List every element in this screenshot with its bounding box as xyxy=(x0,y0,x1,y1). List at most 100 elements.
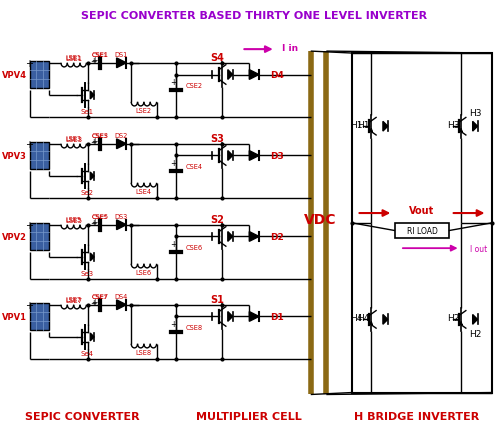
Text: +: + xyxy=(90,298,96,307)
Text: Se1: Se1 xyxy=(81,108,94,114)
Text: H1: H1 xyxy=(358,120,370,129)
Text: LSE4: LSE4 xyxy=(136,188,152,194)
Polygon shape xyxy=(90,253,94,261)
Text: VPV1: VPV1 xyxy=(2,312,27,321)
Polygon shape xyxy=(250,71,259,80)
Polygon shape xyxy=(116,220,126,230)
Text: +: + xyxy=(90,219,96,228)
Text: DS1: DS1 xyxy=(115,52,128,58)
Text: VPV4: VPV4 xyxy=(2,71,27,80)
Text: S1: S1 xyxy=(210,294,224,304)
Text: CSE5: CSE5 xyxy=(92,215,108,220)
Text: RI LOAD: RI LOAD xyxy=(406,227,438,236)
Bar xyxy=(30,303,50,330)
Bar xyxy=(30,142,50,170)
Polygon shape xyxy=(383,315,388,325)
Text: H BRIDGE INVERTER: H BRIDGE INVERTER xyxy=(354,411,480,421)
Text: H4: H4 xyxy=(358,313,370,322)
Text: LSE1: LSE1 xyxy=(65,56,82,62)
Text: LSE3: LSE3 xyxy=(65,137,82,143)
Text: I out: I out xyxy=(470,244,488,253)
Text: LSE6: LSE6 xyxy=(136,269,152,275)
Text: Se3: Se3 xyxy=(81,270,94,276)
Text: MULTIPLIER CELL: MULTIPLIER CELL xyxy=(196,411,302,421)
Text: LSE2: LSE2 xyxy=(136,108,152,114)
Text: +: + xyxy=(91,56,98,65)
Text: LSE5: LSE5 xyxy=(65,217,82,223)
Text: +: + xyxy=(170,239,176,248)
Text: CSE5: CSE5 xyxy=(92,213,108,219)
Polygon shape xyxy=(472,122,478,132)
Text: CSE1: CSE1 xyxy=(92,53,108,58)
Polygon shape xyxy=(228,312,232,322)
Polygon shape xyxy=(228,151,232,161)
Polygon shape xyxy=(90,333,94,341)
Polygon shape xyxy=(90,92,94,100)
Text: VDC: VDC xyxy=(304,212,336,226)
Text: H3: H3 xyxy=(469,109,482,118)
Text: H2: H2 xyxy=(448,313,460,322)
Polygon shape xyxy=(250,312,259,322)
Text: +: + xyxy=(25,139,33,149)
Text: LSE8: LSE8 xyxy=(136,349,152,355)
Text: S2: S2 xyxy=(210,215,224,224)
Polygon shape xyxy=(90,173,94,181)
Bar xyxy=(30,223,50,251)
Text: LSE3: LSE3 xyxy=(66,135,82,141)
Text: +: + xyxy=(25,58,33,69)
Polygon shape xyxy=(383,122,388,132)
Text: D3: D3 xyxy=(270,152,283,160)
Text: D4: D4 xyxy=(270,71,283,80)
Text: +: + xyxy=(170,319,176,328)
Polygon shape xyxy=(116,300,126,310)
Text: +: + xyxy=(25,300,33,310)
Text: LSE7: LSE7 xyxy=(66,296,82,302)
Polygon shape xyxy=(228,71,232,80)
Polygon shape xyxy=(116,59,126,68)
Text: LSE1: LSE1 xyxy=(66,55,82,61)
Text: CSE2: CSE2 xyxy=(186,83,203,89)
Text: +: + xyxy=(170,158,176,167)
Text: +: + xyxy=(170,78,176,86)
Text: CSE4: CSE4 xyxy=(186,164,203,170)
Text: CSE7: CSE7 xyxy=(92,295,108,300)
Text: VPV3: VPV3 xyxy=(2,152,27,160)
Text: I in: I in xyxy=(282,43,298,52)
Bar xyxy=(395,223,449,239)
Polygon shape xyxy=(250,232,259,242)
Text: D2: D2 xyxy=(270,232,283,241)
Text: CSE3: CSE3 xyxy=(92,133,108,138)
Polygon shape xyxy=(250,151,259,161)
Text: CSE8: CSE8 xyxy=(186,324,203,330)
Polygon shape xyxy=(116,140,126,149)
Text: LSE5: LSE5 xyxy=(66,216,82,222)
Text: Se2: Se2 xyxy=(81,189,94,195)
Polygon shape xyxy=(472,315,478,325)
Text: SEPIC CONVERTER: SEPIC CONVERTER xyxy=(25,411,140,421)
Text: S3: S3 xyxy=(210,134,224,144)
Text: +: + xyxy=(91,137,98,146)
Polygon shape xyxy=(228,232,232,242)
Text: D1: D1 xyxy=(270,312,283,321)
Bar xyxy=(352,54,492,393)
Bar xyxy=(30,61,50,89)
Text: VPV2: VPV2 xyxy=(2,232,27,241)
Text: CSE3: CSE3 xyxy=(92,134,108,139)
Text: +: + xyxy=(91,298,98,307)
Text: S4: S4 xyxy=(210,53,224,63)
Text: Vout: Vout xyxy=(410,206,434,215)
Text: CSE1: CSE1 xyxy=(92,52,108,58)
Text: H1: H1 xyxy=(350,120,362,129)
Text: +: + xyxy=(90,138,96,147)
Text: H2: H2 xyxy=(469,329,481,338)
Text: Se4: Se4 xyxy=(81,350,94,356)
Text: +: + xyxy=(90,57,96,66)
Text: H4: H4 xyxy=(350,313,362,322)
Text: CSE7: CSE7 xyxy=(92,293,108,299)
Text: DS2: DS2 xyxy=(115,133,128,138)
Text: +: + xyxy=(91,218,98,227)
Text: +: + xyxy=(25,220,33,230)
Text: SEPIC CONVERTER BASED THIRTY ONE LEVEL INVERTER: SEPIC CONVERTER BASED THIRTY ONE LEVEL I… xyxy=(81,11,427,21)
Text: H3: H3 xyxy=(448,120,460,129)
Text: LSE7: LSE7 xyxy=(65,297,82,303)
